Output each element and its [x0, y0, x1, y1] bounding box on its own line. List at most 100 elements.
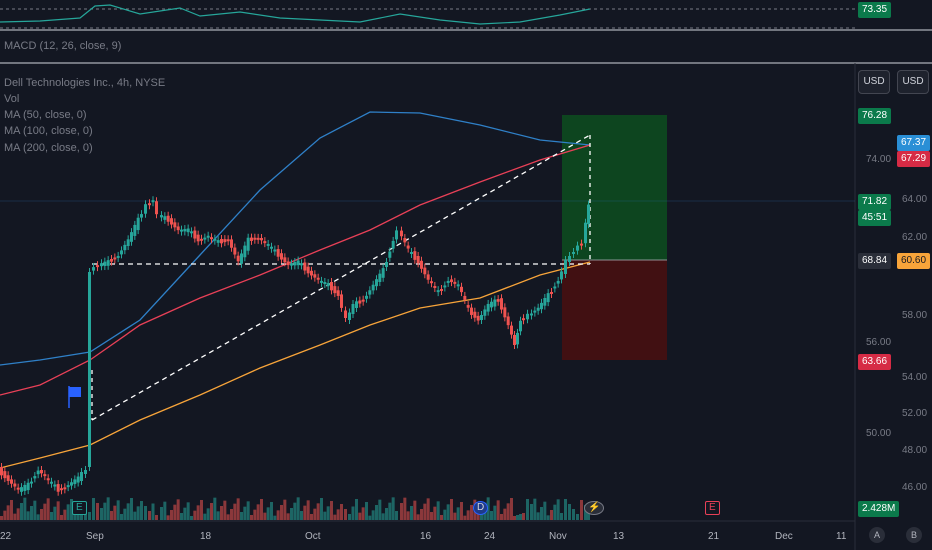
- y-axis-label: 52.00: [902, 408, 928, 419]
- candle-body: [433, 286, 437, 288]
- candle-body: [166, 215, 170, 222]
- volume-bar: [230, 509, 233, 520]
- volume-bar: [430, 512, 433, 520]
- volume-bar: [416, 514, 420, 520]
- currency-button-left[interactable]: USD: [858, 70, 890, 94]
- volume-bar: [546, 515, 550, 520]
- volume-bar: [103, 502, 107, 520]
- volume-bar: [260, 499, 263, 520]
- vol-legend: Vol: [4, 93, 20, 105]
- candle-body: [568, 256, 571, 262]
- volume-bar: [0, 516, 3, 520]
- volume-bar: [533, 498, 537, 520]
- earnings-marker-upcoming[interactable]: E: [705, 501, 720, 515]
- candle-body: [63, 487, 67, 490]
- candle-body: [348, 312, 351, 320]
- candle-body: [326, 283, 330, 287]
- candle-body: [519, 320, 522, 332]
- candle-body: [103, 261, 107, 266]
- candle-body: [358, 300, 362, 304]
- currency-button-right[interactable]: USD: [897, 70, 929, 94]
- y-axis-label: 58.00: [902, 310, 928, 321]
- volume-bar: [576, 514, 579, 520]
- candle-body: [36, 470, 40, 475]
- candle-body: [580, 243, 583, 246]
- volume-bar: [326, 506, 330, 520]
- volume-bar: [3, 510, 7, 520]
- split-lightning-icon[interactable]: ⚡: [584, 501, 605, 515]
- x-axis-label: Nov: [549, 531, 567, 542]
- candle-body: [553, 286, 557, 289]
- volume-bar: [10, 500, 13, 520]
- flag-icon[interactable]: [68, 386, 81, 408]
- volume-bar: [53, 506, 57, 520]
- x-axis-label: 21: [708, 531, 720, 542]
- candle-body: [266, 243, 270, 246]
- candle-body: [6, 475, 10, 481]
- volume-bar: [43, 503, 47, 520]
- ma100-line: [0, 144, 591, 396]
- candle-body: [20, 487, 23, 492]
- auto-scale-button[interactable]: A: [869, 527, 885, 543]
- candle-body: [584, 222, 587, 244]
- volume-bar: [26, 511, 30, 520]
- volume-bar: [63, 509, 67, 520]
- volume-bar: [200, 500, 203, 520]
- volume-bar: [263, 512, 267, 520]
- volume-bar: [256, 504, 260, 520]
- volume-bar: [420, 509, 423, 520]
- ma100-legend: MA (100, close, 0): [4, 125, 93, 137]
- symbol-legend: Dell Technologies Inc., 4h, NYSE: [4, 77, 166, 89]
- volume-bar: [73, 512, 77, 520]
- candle-body: [240, 253, 243, 264]
- dividend-marker[interactable]: D: [473, 501, 489, 515]
- candle-body: [493, 299, 497, 307]
- candle-body: [126, 239, 130, 246]
- volume-bar: [293, 502, 297, 520]
- volume-bar: [572, 509, 575, 520]
- ma200-line: [0, 261, 591, 469]
- volume-bar: [210, 503, 213, 520]
- volume-bar: [470, 505, 473, 520]
- ma50-price-badge: 67.37: [897, 135, 931, 151]
- candle-body: [30, 481, 33, 484]
- volume-bar: [113, 505, 117, 520]
- candle-body: [170, 218, 173, 225]
- candle-body: [283, 257, 287, 263]
- volume-bar: [556, 499, 560, 520]
- candle-body: [572, 252, 575, 254]
- candle-body: [368, 290, 372, 295]
- candle-body: [473, 311, 477, 318]
- y-axis-label: 54.00: [902, 372, 928, 383]
- volume-bar: [550, 510, 553, 520]
- candle-body: [276, 249, 280, 257]
- log-scale-button[interactable]: B: [906, 527, 922, 543]
- candle-body: [400, 230, 403, 237]
- candle-body: [340, 294, 343, 308]
- volume-bar: [30, 506, 33, 520]
- candle-body: [173, 222, 177, 228]
- ma50-line: [0, 111, 591, 366]
- candle-body: [430, 281, 433, 284]
- candle-body: [506, 316, 510, 326]
- candle-body: [436, 290, 440, 293]
- volume-bar: [136, 506, 140, 520]
- candle-body: [46, 478, 50, 481]
- volume-bar: [100, 508, 103, 520]
- candle-body: [176, 226, 180, 231]
- candle-body: [140, 214, 143, 218]
- candle-body: [351, 304, 355, 314]
- candle-body: [200, 238, 203, 241]
- volume-bar: [500, 514, 503, 520]
- rsi-panel: [0, 4, 855, 29]
- candle-body: [510, 325, 513, 335]
- candle-body: [530, 313, 533, 316]
- volume-bar: [110, 511, 113, 520]
- volume-bar: [273, 515, 277, 520]
- candle-body: [546, 293, 550, 303]
- candle-body: [16, 487, 20, 490]
- candle-body: [280, 253, 283, 260]
- candle-body: [133, 224, 137, 236]
- earnings-marker[interactable]: E: [72, 501, 87, 515]
